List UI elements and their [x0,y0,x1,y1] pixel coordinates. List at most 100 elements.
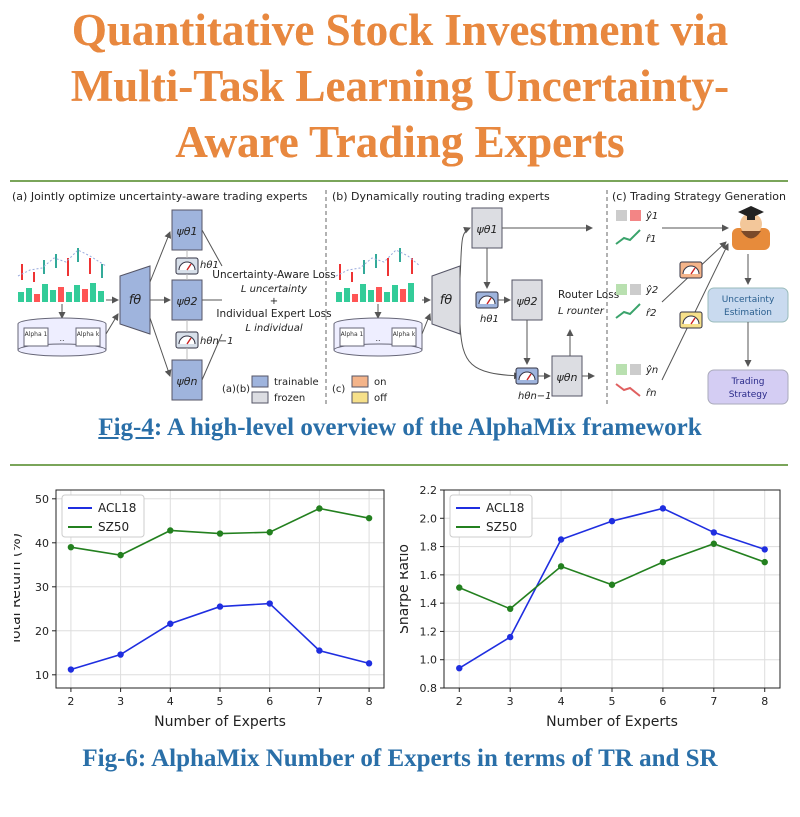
psi-n-label-a: ψθn [177,375,198,388]
legend-frozen-swatch [251,391,269,404]
data-point-sz50 [365,514,373,522]
router-loss-label: Router Loss [558,289,619,301]
expert-psi-2-a [171,279,203,321]
expert-output-n: ŷn r̂n [615,364,658,399]
gauge-icon-h1-a [175,257,199,275]
legend-trainable-label: trainable [274,377,319,388]
x-tick-label: 6 [659,695,666,708]
y-axis-label: Sharpe Ratio [400,544,412,634]
y-hat-2-label: ŷ2 [645,284,658,296]
data-point-sz50 [659,558,667,566]
data-point-acl18 [167,620,174,627]
x-axis-label: Number of Experts [154,714,286,730]
x-tick-label: 8 [366,695,373,708]
data-point-acl18 [456,665,463,672]
x-tick-label: 2 [67,695,74,708]
total-return-chart: 2 3 4 5 6 7 8 10 20 30 40 50 Number of Experts Total … [14,489,385,730]
data-point-acl18 [117,651,124,658]
f-theta-encoder-trainable [119,265,151,335]
f-theta-label-a: fθ [129,293,142,308]
psi-1-label-a: ψθ1 [177,225,198,238]
loss-plus: + [270,296,278,307]
y-tick-label: 40 [35,537,49,550]
alpha-database-icon-b: Alpha 1 .. Alpha k [333,317,423,357]
data-point-acl18 [710,529,718,536]
x-tick-label: 6 [266,695,273,708]
y-tick-label: 2.0 [420,512,438,525]
gauge-icon-c-2 [679,261,703,279]
expert-output-1: ŷ1 r̂1 [615,210,658,245]
data-point-sz50 [608,581,616,588]
r-hat-2-label: r̂2 [646,307,656,319]
y-tick-label: 20 [35,625,49,638]
expert-psi-n-b [551,355,583,397]
title-line-3: Aware Trading Experts [175,117,625,167]
alpha-dots: .. [59,334,64,343]
y-tick-label: 1.8 [420,541,438,554]
gauge-icon-c-n [679,311,703,329]
data-point-acl18 [608,517,616,525]
legend: ACL18 SZ50 [61,494,145,538]
alphamix-framework-diagram: (a) Jointly optimize uncertainty-aware t… [12,190,789,406]
x-tick-label: 3 [117,695,124,708]
trading-strategy-line-2: Strategy [729,390,768,400]
paper-title: Quantitative Stock Investment via Multi-… [0,2,800,170]
individual-expert-loss-label: Individual Expert Loss [216,308,331,320]
gauge-icon-hn1-b [515,367,539,385]
y-tick-label: 1.4 [420,597,438,610]
sharpe-ratio-chart: 2 3 4 5 6 7 8 0.8 1.0 1.2 1.4 1.6 1.8 2.0 2.2 Number of… [400,484,781,730]
psi-1-label-b: ψθ1 [477,223,498,236]
data-point-acl18 [365,660,373,667]
legend-label-acl18: ACL18 [486,501,524,515]
individual-loss-symbol: L individual [245,323,303,334]
panel-a-title: (a) Jointly optimize uncertainty-aware t… [12,190,308,203]
expert-output-2: ŷ2 r̂2 [615,284,658,319]
alpha-database-icon: Alpha 1 .. Alpha k [17,317,107,357]
h-theta-n1-label-b: hθn−1 [518,391,552,402]
gauge-icon-h1-b [475,291,499,309]
title-line-1: Quantitative Stock Investment via [71,5,729,55]
f-theta-label-b: fθ [440,293,453,308]
y-tick-label: 1.2 [420,625,438,638]
data-point-sz50 [761,558,768,566]
y-tick-label: 1.6 [420,569,438,582]
data-point-sz50 [117,551,124,559]
data-point-sz50 [167,527,174,534]
panel-c-title: (c) Trading Strategy Generation [612,190,786,203]
fig4-caption: Fig-4: A high-level overview of the Alph… [0,414,800,442]
x-tick-label: 4 [558,695,565,708]
professor-avatar-icon [732,206,770,250]
h-theta-1-label-b: hθ1 [480,314,499,325]
y-tick-label: 10 [35,669,49,682]
x-tick-label: 3 [507,695,514,708]
r-hat-1-label: r̂1 [646,233,656,245]
data-point-sz50 [710,540,718,547]
fig4-link[interactable]: Fig-4 [98,414,154,441]
legend-label-acl18: ACL18 [98,501,136,515]
data-point-acl18 [659,505,667,512]
psi-n-label-b: ψθn [557,371,578,384]
x-tick-label: 7 [316,695,323,708]
uncertainty-estimation-line-2: Estimation [724,308,772,318]
legend: ACL18 SZ50 [449,494,533,538]
y-tick-label: 2.2 [420,484,438,497]
data-point-sz50 [506,605,514,612]
fig6-caption: Fig-6: AlphaMix Number of Experts in ter… [82,745,718,772]
uncertainty-estimation-line-1: Uncertainty [722,295,775,305]
data-point-sz50 [67,544,75,551]
data-point-acl18 [557,536,565,543]
psi-2-label-a: ψθ2 [177,295,198,308]
y-tick-label: 50 [35,493,49,506]
stock-candlestick-icon [17,248,107,302]
expert-psi-2-b [511,279,543,321]
alpha-1-label-b: Alpha 1 [341,331,364,338]
data-point-acl18 [761,546,768,553]
title-line-2: Multi-Task Learning Uncertainty- [70,61,730,111]
y-tick-label: 1.0 [420,654,438,667]
legend-on-swatch [351,375,369,388]
legend-label-sz50: SZ50 [98,520,129,534]
x-tick-label: 5 [217,695,224,708]
uncertainty-loss-symbol: L uncertainty [241,284,308,295]
legend-off-label: off [374,393,388,404]
divider-middle [10,464,788,466]
